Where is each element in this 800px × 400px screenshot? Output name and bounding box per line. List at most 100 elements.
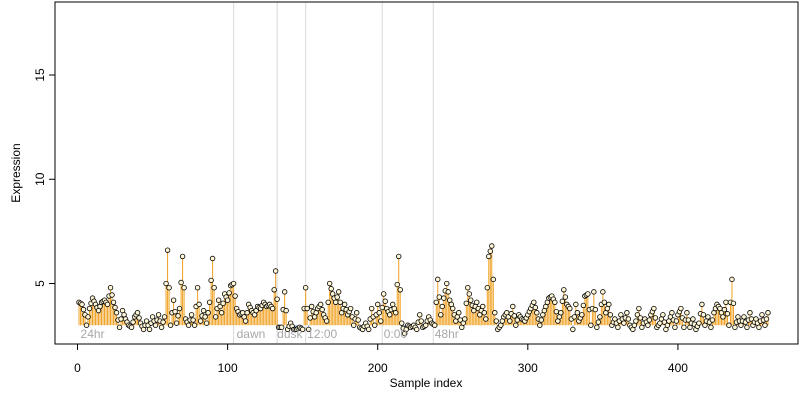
data-point-291 (513, 322, 519, 328)
data-point-353 (606, 301, 612, 308)
data-point-36 (130, 319, 136, 325)
phase-label-2: dusk (277, 327, 303, 341)
data-point-165 (323, 318, 330, 324)
data-point-277 (492, 310, 498, 316)
data-point-94 (217, 303, 223, 310)
data-point-89 (209, 255, 216, 262)
data-point-415 (699, 301, 705, 308)
data-point-138 (283, 307, 289, 314)
data-point-365 (624, 310, 630, 316)
data-point-272 (484, 284, 490, 291)
x-tick-label-2: 200 (368, 361, 388, 375)
data-point-332 (574, 310, 581, 316)
data-point-278 (493, 318, 499, 324)
data-point-5 (83, 322, 90, 328)
data-point-47 (146, 326, 153, 333)
data-point-154 (307, 315, 313, 321)
data-point-69 (179, 253, 186, 260)
data-point-371 (633, 318, 639, 324)
data-point-177 (341, 301, 348, 308)
y-axis: 5 10 15 (33, 68, 55, 287)
data-point-173 (335, 289, 342, 295)
data-point-366 (625, 316, 632, 322)
data-point-53 (155, 312, 162, 318)
data-point-21 (107, 284, 114, 291)
data-point-335 (579, 312, 585, 318)
data-point-437 (732, 324, 738, 331)
data-point-347 (597, 314, 603, 320)
data-point-373 (636, 305, 642, 312)
data-point-35 (128, 324, 135, 331)
data-point-401 (678, 305, 684, 312)
data-point-181 (347, 305, 354, 312)
data-point-350 (601, 299, 608, 305)
data-point-199 (375, 301, 381, 308)
data-point-363 (621, 320, 627, 326)
data-point-25 (113, 310, 120, 316)
data-point-55 (158, 324, 165, 331)
data-point-322 (559, 298, 566, 304)
data-point-372 (634, 312, 641, 318)
data-point-24 (112, 304, 118, 311)
y-axis-title: Expression (9, 143, 23, 202)
data-point-349 (600, 289, 606, 295)
data-point-429 (720, 314, 726, 320)
data-point-96 (220, 300, 226, 307)
data-point-455 (759, 312, 765, 318)
data-point-308 (538, 317, 545, 323)
data-point-405 (684, 310, 690, 316)
data-point-100 (226, 290, 232, 296)
data-point-64 (172, 308, 178, 315)
data-point-422 (709, 317, 716, 323)
data-point-151 (302, 284, 309, 291)
phase-label-4: 0:00 (384, 327, 408, 341)
data-point-87 (206, 299, 213, 305)
data-point-249 (450, 305, 456, 312)
data-point-153 (305, 326, 312, 333)
data-point-195 (369, 305, 375, 312)
data-point-245 (444, 280, 450, 287)
data-point-76 (190, 317, 196, 323)
data-point-88 (208, 277, 214, 284)
data-point-56 (160, 319, 166, 325)
data-point-104 (232, 293, 238, 299)
data-point-103 (230, 280, 237, 287)
data-point-171 (332, 299, 339, 305)
data-point-213 (396, 253, 402, 260)
data-point-447 (747, 310, 753, 316)
data-point-40 (136, 315, 142, 321)
data-point-162 (319, 306, 325, 313)
data-point-271 (483, 316, 489, 322)
data-point-359 (615, 324, 621, 331)
data-point-2 (79, 301, 85, 308)
data-point-203 (381, 291, 387, 297)
data-point-384 (652, 315, 659, 321)
data-point-323 (561, 287, 567, 293)
data-point-383 (651, 305, 657, 312)
data-point-65 (173, 320, 180, 326)
data-point-183 (351, 322, 357, 328)
data-point-86 (205, 310, 211, 316)
data-point-131 (272, 268, 279, 274)
x-tick-label-4: 400 (668, 361, 688, 375)
data-point-225 (414, 326, 420, 333)
data-point-79 (194, 284, 201, 291)
data-point-202 (379, 304, 385, 311)
data-point-60 (166, 284, 172, 291)
data-point-327 (567, 305, 573, 312)
data-point-80 (196, 301, 202, 308)
data-point-259 (465, 284, 471, 291)
data-point-61 (167, 322, 174, 328)
data-point-90 (211, 284, 217, 291)
data-point-274 (487, 248, 493, 254)
data-point-304 (532, 304, 539, 311)
data-point-379 (645, 322, 651, 328)
data-point-19 (104, 301, 111, 308)
data-point-380 (646, 317, 653, 323)
data-point-130 (271, 287, 277, 293)
data-point-57 (161, 314, 168, 320)
data-point-81 (197, 318, 204, 324)
x-tick-label-3: 300 (518, 361, 538, 375)
phase-label-3: 12:00 (307, 327, 337, 341)
data-point-204 (382, 298, 388, 304)
